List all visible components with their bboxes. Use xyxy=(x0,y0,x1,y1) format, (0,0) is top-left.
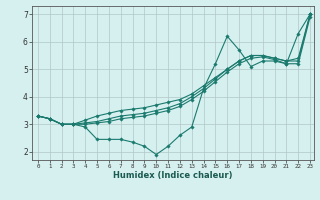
X-axis label: Humidex (Indice chaleur): Humidex (Indice chaleur) xyxy=(113,171,233,180)
